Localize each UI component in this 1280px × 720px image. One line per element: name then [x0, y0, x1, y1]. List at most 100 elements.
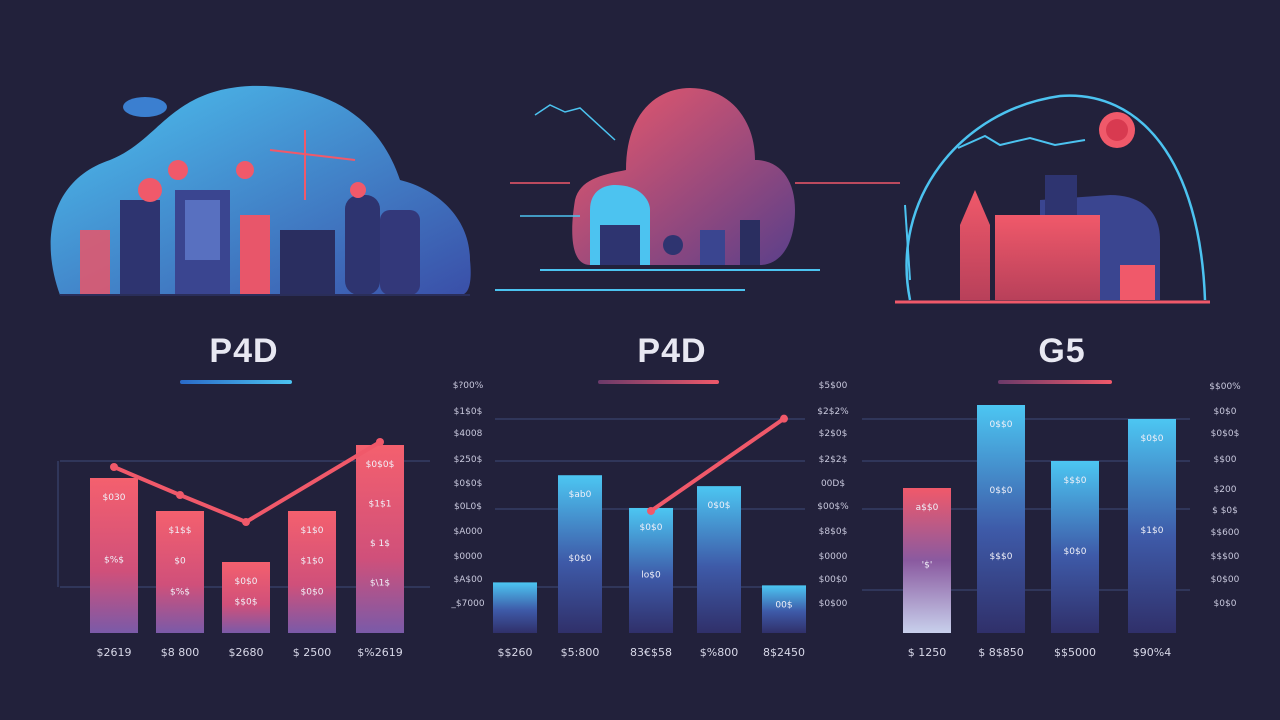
trend-point [176, 491, 184, 499]
bar-data-label: $0$0 [1064, 547, 1087, 557]
y-tick-label-left: $0L0$ [454, 502, 482, 512]
bar-data-label: $1$0 [301, 557, 324, 567]
bar-data-label: $1$$ [169, 526, 192, 536]
bar-data-label: $0$0 [569, 554, 592, 564]
y-tick-label-right: $$00% [1209, 382, 1241, 392]
bar-data-label: '$' [922, 561, 933, 571]
y-tick-label-left: $4008 [454, 429, 483, 439]
x-tick-label: $$260 [498, 646, 533, 659]
y-tick-label-right: $ $0$ [1212, 506, 1238, 516]
y-tick-label-right: $$$00 [1211, 552, 1240, 562]
x-tick-label: $2619 [97, 646, 132, 659]
y-tick-label-left: $0$0$ [454, 479, 483, 489]
trend-line [113, 440, 382, 524]
bar-data-label: $1$1 [369, 500, 392, 510]
x-tick-label: $%2619 [357, 646, 402, 659]
bar-data-label: $0$0 [1141, 434, 1164, 444]
x-tick-label: $ 1250 [908, 646, 947, 659]
y-tick-label-left: $A$00 [453, 575, 482, 585]
panel-underline-2 [598, 380, 719, 384]
trend-point [242, 518, 250, 526]
y-tick-label-left: _$7000 [450, 599, 484, 609]
bar [1128, 419, 1176, 633]
y-tick-label-right: $0$0$ [1211, 429, 1240, 439]
y-tick-label-right: $$00 [1214, 455, 1237, 465]
bar-data-label: $$$0 [1064, 476, 1087, 486]
panel-title-3: G5 [1038, 332, 1086, 370]
y-tick-label-right: $0$00 [819, 599, 848, 609]
y-tick-label-left: $A000 [453, 527, 482, 537]
trend-point [110, 463, 118, 471]
panel-underline-1 [180, 380, 292, 384]
bar-data-label: $%$ [170, 587, 190, 597]
bar-data-label: 0$$0 [990, 420, 1013, 430]
y-tick-label-right: $0$0 [1214, 599, 1237, 609]
y-tick-label-right: $200 [1214, 485, 1237, 495]
bar-data-label: $0$0 [235, 577, 258, 587]
bar-data-label: $ab0 [569, 490, 592, 500]
panel-title-1: P4D [209, 332, 279, 370]
x-tick-label: $8 800 [161, 646, 200, 659]
bar [493, 582, 537, 633]
bar [356, 445, 404, 633]
y-tick-label-right: 00D$ [821, 479, 845, 489]
bar-data-label: $0$0$ [366, 460, 395, 470]
bar-data-label: a$$0 [916, 503, 939, 513]
bar-data-label: $%$ [104, 556, 124, 566]
bar-data-label: $\1$ [370, 579, 390, 589]
bar-data-label: 00$ [775, 600, 792, 610]
x-tick-label: $%800 [700, 646, 738, 659]
bar-data-label: $$$0 [990, 552, 1013, 562]
bar-data-label: $1$0 [1141, 526, 1164, 536]
bar-data-label: $030 [103, 493, 126, 503]
city-dome-illustration-right [895, 94, 1210, 304]
y-tick-label-left: $250$ [454, 455, 483, 465]
bar [222, 562, 270, 633]
y-tick-label-right: $00$% [817, 502, 849, 512]
y-tick-label-right: $2$0$ [819, 429, 848, 439]
bar-data-label: $ 1$ [370, 539, 390, 549]
bar [629, 507, 673, 633]
city-cloud-illustration-middle [495, 88, 900, 291]
x-tick-label: $5:800 [561, 646, 600, 659]
y-tick-label-left: $?00% [453, 381, 484, 391]
bar [288, 511, 336, 633]
trend-line [649, 417, 786, 513]
bar-data-label: 0$0$ [708, 501, 731, 511]
bar [1051, 461, 1099, 633]
y-tick-label-right: $8$0$ [819, 527, 848, 537]
bar [558, 475, 602, 633]
y-tick-label-left: $0000 [454, 552, 483, 562]
bar-data-label: $0$0 [640, 523, 663, 533]
bar-data-label: lo$0 [641, 570, 661, 580]
panel-title-2: P4D [637, 332, 707, 370]
city-cloud-illustration-left [50, 85, 471, 296]
trend-point [376, 438, 384, 446]
y-tick-label-right: $5$00 [819, 381, 848, 391]
x-tick-label: $ 2500 [293, 646, 332, 659]
x-tick-label: $ 8$850 [978, 646, 1024, 659]
bar [762, 585, 806, 633]
bar [903, 488, 951, 633]
bar-data-label: $0 [174, 557, 186, 567]
y-tick-label-right: $2$2% [817, 407, 849, 417]
bar [156, 511, 204, 633]
bar [697, 486, 741, 633]
bar [977, 405, 1025, 633]
y-tick-label-right: $0$0 [1214, 407, 1237, 417]
y-tick-label-left: $1$0$ [454, 407, 483, 417]
bar-data-label: 0$$0 [990, 486, 1013, 496]
x-tick-label: 8$2450 [763, 646, 805, 659]
bar-data-label: $0$0 [301, 587, 324, 597]
x-tick-label: $$5000 [1054, 646, 1096, 659]
x-tick-label: $2680 [229, 646, 264, 659]
bar-data-label: $1$0 [301, 526, 324, 536]
panel-underline-3 [998, 380, 1112, 384]
y-tick-label-right: $2$2$ [819, 455, 848, 465]
trend-point [647, 506, 655, 515]
bar [90, 478, 138, 633]
y-tick-label-right: $0000 [819, 552, 848, 562]
y-tick-label-right: $00$0 [819, 575, 848, 585]
